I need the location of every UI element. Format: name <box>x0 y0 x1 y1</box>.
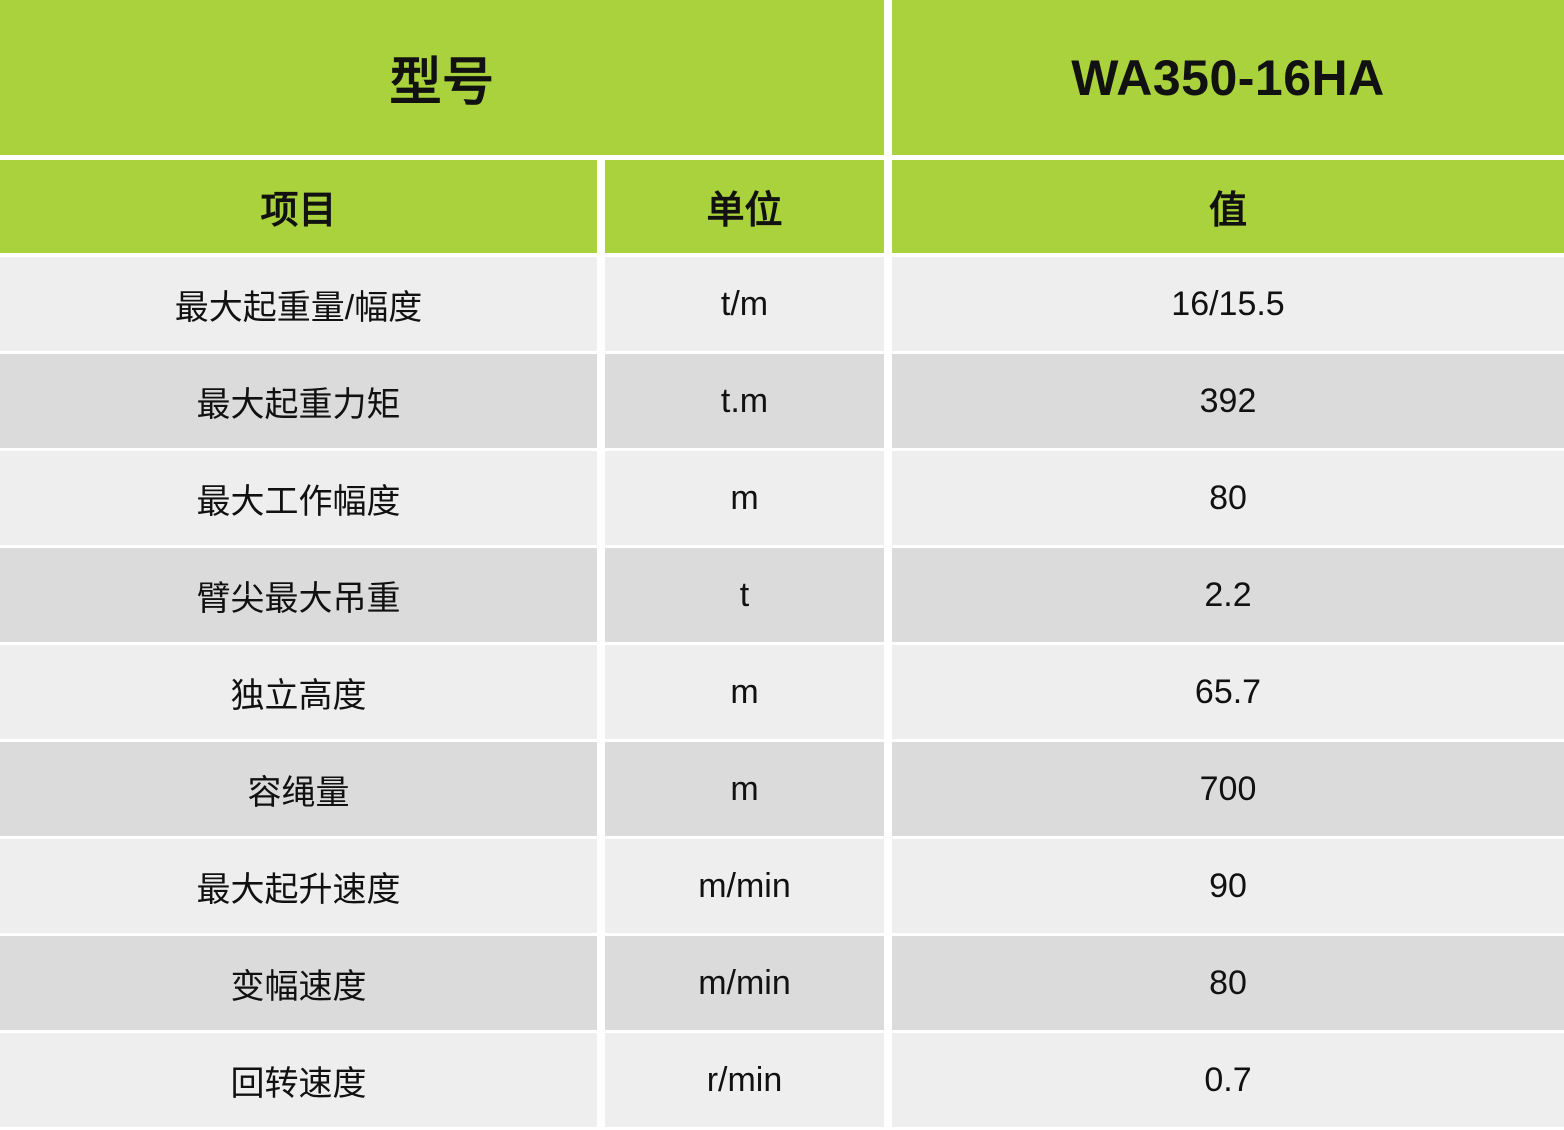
row-item-label: 回转速度 <box>0 1033 605 1130</box>
row-item-label: 臂尖最大吊重 <box>0 548 605 645</box>
row-item-label: 最大起重量/幅度 <box>0 257 605 354</box>
row-unit: m/min <box>605 839 893 936</box>
row-value: 392 <box>892 354 1564 451</box>
table-row: 最大起升速度 m/min 90 <box>0 839 1564 936</box>
row-item-label: 容绳量 <box>0 742 605 839</box>
row-item-label: 独立高度 <box>0 645 605 742</box>
model-header-row: 型号 WA350-16HA <box>0 0 1564 160</box>
table-row: 最大起重量/幅度 t/m 16/15.5 <box>0 257 1564 354</box>
row-item-label: 变幅速度 <box>0 936 605 1033</box>
column-header-unit: 单位 <box>605 160 893 257</box>
row-value: 90 <box>892 839 1564 936</box>
row-unit: m/min <box>605 936 893 1033</box>
row-value: 65.7 <box>892 645 1564 742</box>
row-unit: m <box>605 451 893 548</box>
row-unit: t <box>605 548 893 645</box>
row-item-label: 最大工作幅度 <box>0 451 605 548</box>
row-value: 80 <box>892 936 1564 1033</box>
row-value: 700 <box>892 742 1564 839</box>
row-value: 16/15.5 <box>892 257 1564 354</box>
model-label-cell: 型号 <box>0 0 893 160</box>
row-item-label: 最大起升速度 <box>0 839 605 936</box>
table-row: 独立高度 m 65.7 <box>0 645 1564 742</box>
table-row: 容绳量 m 700 <box>0 742 1564 839</box>
row-unit: r/min <box>605 1033 893 1130</box>
table-row: 臂尖最大吊重 t 2.2 <box>0 548 1564 645</box>
column-header-item: 项目 <box>0 160 605 257</box>
table-row: 变幅速度 m/min 80 <box>0 936 1564 1033</box>
row-value: 0.7 <box>892 1033 1564 1130</box>
row-item-label: 最大起重力矩 <box>0 354 605 451</box>
table-row: 回转速度 r/min 0.7 <box>0 1033 1564 1130</box>
row-unit: t/m <box>605 257 893 354</box>
column-header-value: 值 <box>892 160 1564 257</box>
row-unit: m <box>605 742 893 839</box>
column-header-row: 项目 单位 值 <box>0 160 1564 257</box>
table-row: 最大起重力矩 t.m 392 <box>0 354 1564 451</box>
row-unit: t.m <box>605 354 893 451</box>
row-value: 2.2 <box>892 548 1564 645</box>
model-value-cell: WA350-16HA <box>892 0 1564 160</box>
row-unit: m <box>605 645 893 742</box>
table-row: 最大工作幅度 m 80 <box>0 451 1564 548</box>
row-value: 80 <box>892 451 1564 548</box>
